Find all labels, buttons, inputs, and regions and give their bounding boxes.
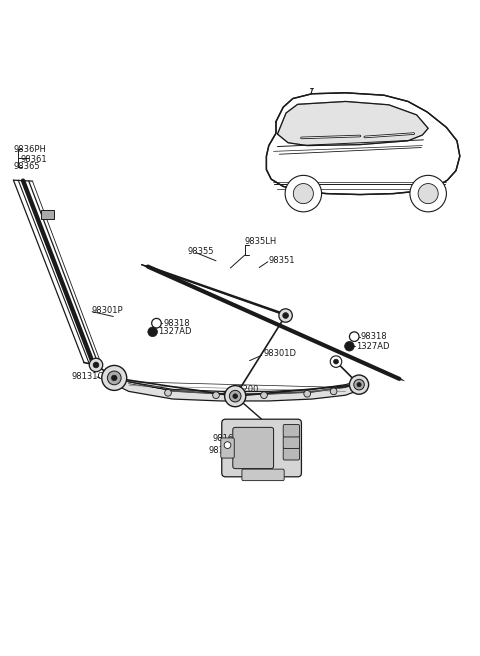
Circle shape (148, 327, 157, 337)
Circle shape (330, 356, 342, 367)
Circle shape (345, 341, 354, 351)
Circle shape (111, 375, 117, 380)
Text: 98160C: 98160C (212, 434, 244, 443)
Circle shape (261, 392, 267, 399)
Circle shape (357, 382, 361, 387)
Circle shape (102, 365, 127, 390)
Circle shape (165, 390, 171, 396)
Text: 98200: 98200 (232, 385, 259, 394)
Circle shape (293, 184, 313, 203)
FancyBboxPatch shape (222, 419, 301, 477)
Circle shape (304, 390, 311, 397)
Text: 98318: 98318 (163, 319, 190, 328)
Circle shape (310, 85, 314, 89)
Circle shape (349, 375, 369, 394)
Text: 9835LH: 9835LH (245, 237, 277, 246)
FancyBboxPatch shape (242, 469, 284, 481)
Text: 98100: 98100 (208, 446, 235, 455)
FancyBboxPatch shape (233, 427, 274, 468)
Circle shape (354, 379, 364, 390)
Text: 98131C: 98131C (72, 373, 104, 381)
Polygon shape (266, 92, 460, 195)
Circle shape (152, 318, 161, 328)
Circle shape (93, 362, 99, 368)
Circle shape (418, 184, 438, 203)
Text: 98301P: 98301P (91, 306, 123, 316)
FancyBboxPatch shape (41, 210, 54, 218)
FancyBboxPatch shape (221, 438, 234, 458)
Circle shape (89, 358, 103, 372)
FancyBboxPatch shape (283, 436, 300, 449)
Circle shape (213, 392, 219, 399)
Text: 98318: 98318 (361, 332, 387, 341)
Circle shape (330, 388, 337, 395)
Circle shape (334, 359, 338, 364)
Text: 98301D: 98301D (263, 350, 296, 358)
Circle shape (279, 309, 292, 322)
Circle shape (410, 175, 446, 212)
Text: 98361: 98361 (20, 155, 47, 163)
Circle shape (283, 313, 288, 318)
Circle shape (225, 386, 246, 407)
FancyBboxPatch shape (283, 447, 300, 460)
Text: 98351: 98351 (269, 256, 295, 265)
Polygon shape (106, 373, 365, 401)
Text: 1327AD: 1327AD (158, 327, 192, 337)
Circle shape (349, 332, 359, 341)
Text: 9836PH: 9836PH (13, 145, 46, 154)
Circle shape (229, 390, 241, 402)
Circle shape (285, 175, 322, 212)
Text: 98355: 98355 (187, 247, 214, 256)
Text: 98365: 98365 (13, 162, 40, 171)
Circle shape (233, 394, 238, 398)
Polygon shape (277, 102, 428, 146)
FancyBboxPatch shape (283, 424, 300, 437)
Circle shape (224, 441, 231, 449)
Circle shape (108, 371, 121, 385)
Text: 1327AD: 1327AD (356, 342, 390, 351)
